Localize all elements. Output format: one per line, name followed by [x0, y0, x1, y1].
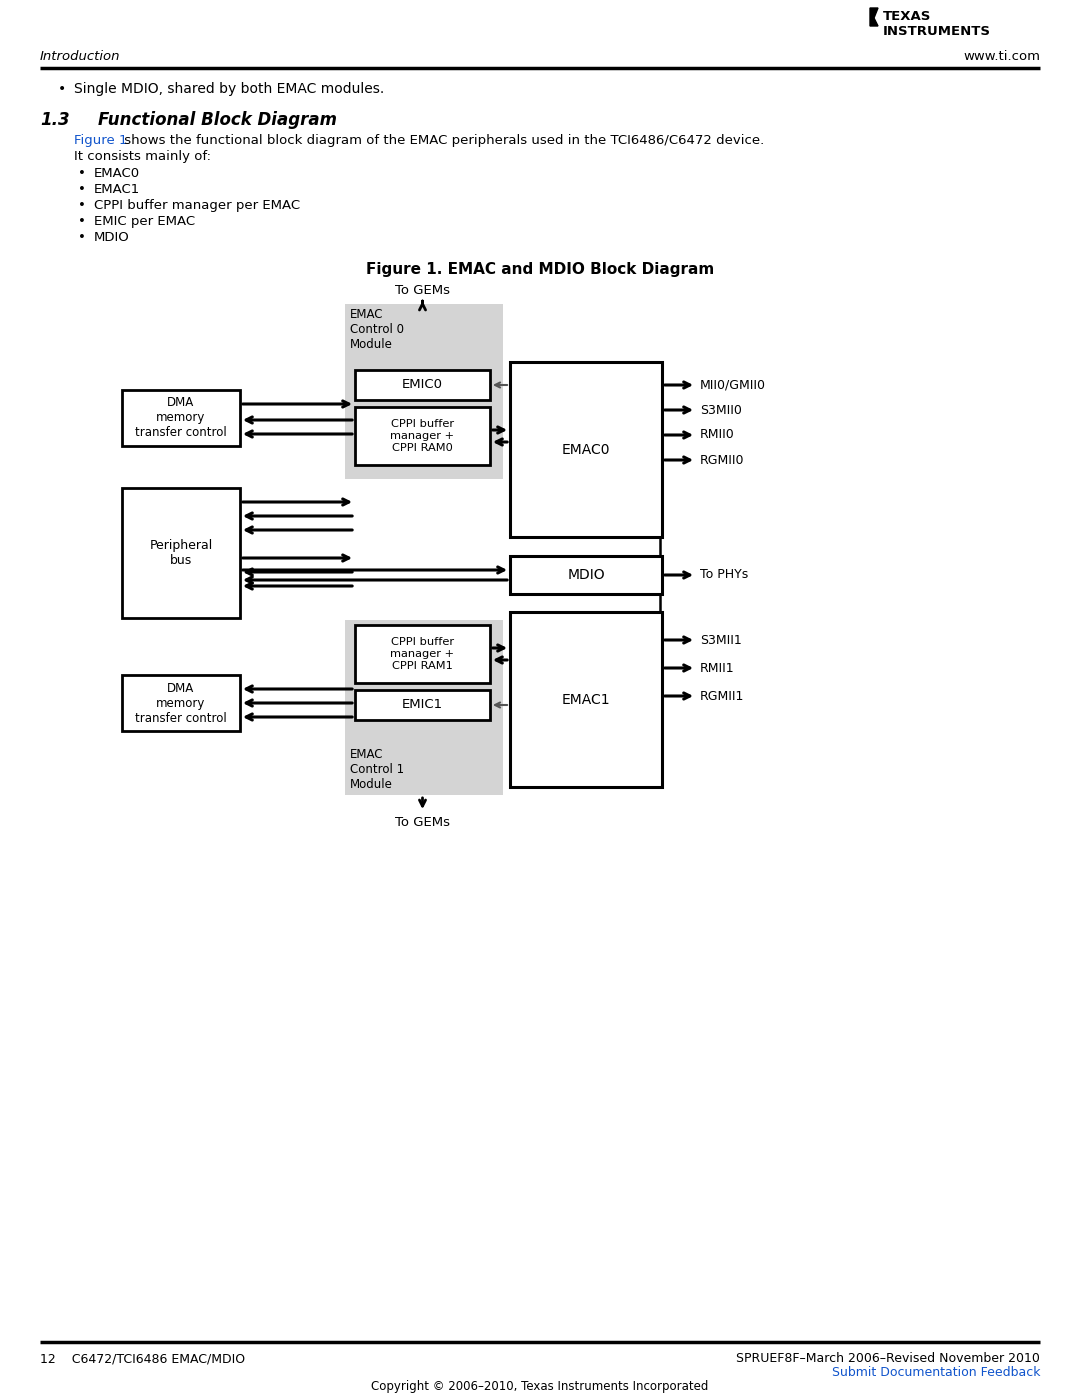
Text: Introduction: Introduction [40, 50, 121, 63]
Text: CPPI buffer
manager +
CPPI RAM0: CPPI buffer manager + CPPI RAM0 [391, 419, 455, 453]
Text: To PHYs: To PHYs [700, 569, 748, 581]
Text: S3MII0: S3MII0 [700, 404, 742, 416]
Text: Peripheral
bus: Peripheral bus [149, 539, 213, 567]
Text: •: • [78, 198, 86, 212]
Bar [510, 612, 662, 787]
Text: MII0/GMII0: MII0/GMII0 [700, 379, 766, 391]
Text: CPPI buffer
manager +
CPPI RAM1: CPPI buffer manager + CPPI RAM1 [391, 637, 455, 671]
Text: TEXAS
INSTRUMENTS: TEXAS INSTRUMENTS [883, 10, 991, 38]
Text: EMAC0: EMAC0 [94, 168, 140, 180]
Bar [355, 624, 490, 683]
Text: 12    C6472/TCI6486 EMAC/MDIO: 12 C6472/TCI6486 EMAC/MDIO [40, 1352, 245, 1365]
Text: EMIC0: EMIC0 [402, 379, 443, 391]
Text: •: • [78, 183, 86, 196]
Text: CPPI buffer manager per EMAC: CPPI buffer manager per EMAC [94, 198, 300, 212]
Text: Copyright © 2006–2010, Texas Instruments Incorporated: Copyright © 2006–2010, Texas Instruments… [372, 1380, 708, 1393]
Text: •: • [78, 215, 86, 228]
Polygon shape [870, 8, 878, 27]
Text: RGMII0: RGMII0 [700, 454, 744, 467]
Bar [345, 620, 503, 795]
Bar [122, 488, 240, 617]
Text: EMAC1: EMAC1 [94, 183, 140, 196]
Text: MDIO: MDIO [94, 231, 130, 244]
Text: Figure 1. EMAC and MDIO Block Diagram: Figure 1. EMAC and MDIO Block Diagram [366, 263, 714, 277]
Text: www.ti.com: www.ti.com [963, 50, 1040, 63]
Text: To GEMs: To GEMs [395, 816, 450, 828]
Text: EMIC per EMAC: EMIC per EMAC [94, 215, 195, 228]
Bar [355, 690, 490, 719]
Bar [510, 362, 662, 536]
Text: To GEMs: To GEMs [395, 284, 450, 298]
Text: •: • [58, 82, 66, 96]
Bar [122, 390, 240, 446]
Text: It consists mainly of:: It consists mainly of: [75, 149, 211, 163]
Text: •: • [78, 231, 86, 244]
Text: Functional Block Diagram: Functional Block Diagram [98, 110, 337, 129]
Text: DMA
memory
transfer control: DMA memory transfer control [135, 397, 227, 440]
Bar [355, 407, 490, 465]
Text: EMAC0: EMAC0 [562, 443, 610, 457]
Bar [355, 370, 490, 400]
Text: RGMII1: RGMII1 [700, 690, 744, 703]
Text: Submit Documentation Feedback: Submit Documentation Feedback [832, 1366, 1040, 1379]
Text: EMAC
Control 0
Module: EMAC Control 0 Module [350, 307, 404, 351]
Text: Single MDIO, shared by both EMAC modules.: Single MDIO, shared by both EMAC modules… [75, 82, 384, 96]
Text: shows the functional block diagram of the EMAC peripherals used in the TCI6486/C: shows the functional block diagram of th… [120, 134, 765, 147]
Bar [510, 556, 662, 594]
Text: Figure 1: Figure 1 [75, 134, 127, 147]
Bar [122, 675, 240, 731]
Text: S3MII1: S3MII1 [700, 633, 742, 647]
Text: 1.3: 1.3 [40, 110, 69, 129]
Text: SPRUEF8F–March 2006–Revised November 2010: SPRUEF8F–March 2006–Revised November 201… [737, 1352, 1040, 1365]
Text: EMIC1: EMIC1 [402, 698, 443, 711]
Text: MDIO: MDIO [567, 569, 605, 583]
Bar [345, 305, 503, 479]
Text: RMII1: RMII1 [700, 662, 734, 675]
Text: EMAC1: EMAC1 [562, 693, 610, 707]
Text: EMAC
Control 1
Module: EMAC Control 1 Module [350, 747, 404, 791]
Text: DMA
memory
transfer control: DMA memory transfer control [135, 682, 227, 725]
Text: RMII0: RMII0 [700, 429, 734, 441]
Text: •: • [78, 168, 86, 180]
